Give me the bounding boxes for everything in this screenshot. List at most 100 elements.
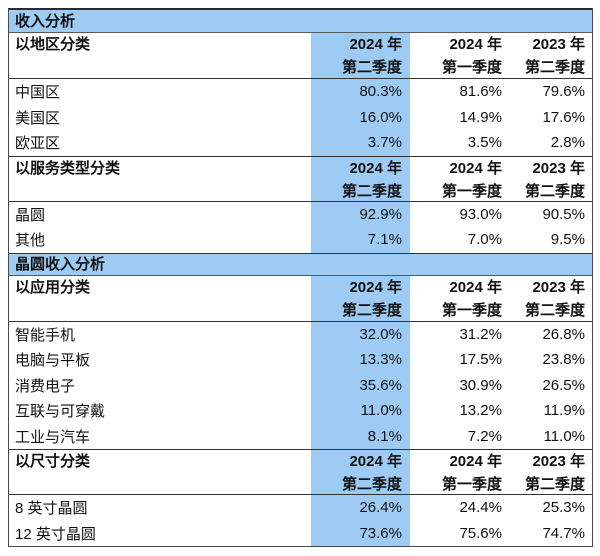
quarter-name-label: 第二季度 xyxy=(341,182,402,200)
quarter-year-label: 2024 年 xyxy=(449,453,502,470)
value-cell: 74.7% xyxy=(542,524,585,542)
quarter-name-label: 第一季度 xyxy=(441,59,502,76)
row-label: 晶圆 xyxy=(15,206,46,224)
quarter-year-label: 2024 年 xyxy=(349,278,402,296)
value-cell: 79.6% xyxy=(542,83,585,101)
table-row: 欧亚区 3.7% 3.5% 2.8% xyxy=(9,130,592,156)
value-cell: 3.5% xyxy=(467,134,502,152)
quarter-header-cell: 2023 年第二季度 xyxy=(510,276,592,321)
table-row: 12 英寸晶圆 73.6% 75.6% 74.7% xyxy=(9,520,592,546)
quarter-year-label: 2024 年 xyxy=(449,159,502,177)
value-cell: 92.9% xyxy=(311,201,410,227)
table-row: 8 英寸晶圆 26.4% 24.4% 25.3% xyxy=(9,495,592,521)
value-cell: 23.8% xyxy=(542,351,585,369)
column-header-row: 以地区分类 2024 年第二季度 2024 年第一季度 2023 年第二季度 xyxy=(9,33,592,79)
row-label: 智能手机 xyxy=(15,326,76,344)
value-cell: 75.6% xyxy=(459,524,502,542)
quarter-name-label: 第二季度 xyxy=(524,182,585,200)
quarter-header-cell: 2024 年第二季度 xyxy=(311,450,410,494)
value-cell: 9.5% xyxy=(550,231,585,249)
row-label: 中国区 xyxy=(15,84,61,102)
value-cell: 17.5% xyxy=(459,351,502,369)
value-cell: 13.2% xyxy=(459,402,502,420)
table-row: 互联与可穿戴 11.0% 13.2% 11.9% xyxy=(9,398,592,424)
value-cell: 30.9% xyxy=(459,376,502,394)
row-label: 8 英寸晶圆 xyxy=(15,500,88,518)
value-cell: 26.8% xyxy=(542,325,585,343)
value-cell: 7.0% xyxy=(467,231,502,249)
row-label: 12 英寸晶圆 xyxy=(15,525,96,543)
row-label: 工业与汽车 xyxy=(15,428,91,446)
row-label: 电脑与平板 xyxy=(15,352,91,370)
value-cell: 31.2% xyxy=(459,325,502,343)
quarter-year-label: 2024 年 xyxy=(449,278,502,296)
column-header-row: 以尺寸分类 2024 年第二季度 2024 年第一季度 2023 年第二季度 xyxy=(9,449,592,495)
value-cell: 26.4% xyxy=(311,495,410,521)
value-cell: 81.6% xyxy=(459,83,502,101)
quarter-header-cell: 2023 年第二季度 xyxy=(510,157,592,201)
group-label: 以尺寸分类 xyxy=(15,453,91,470)
quarter-header-cell: 2023 年第二季度 xyxy=(510,33,592,78)
quarter-name-label: 第二季度 xyxy=(341,476,402,493)
value-cell: 16.0% xyxy=(311,104,410,130)
value-cell: 14.9% xyxy=(459,108,502,126)
table-row: 美国区 16.0% 14.9% 17.6% xyxy=(9,104,592,130)
quarter-name-label: 第二季度 xyxy=(524,301,585,319)
quarter-year-label: 2023 年 xyxy=(532,159,585,177)
row-label: 美国区 xyxy=(15,109,61,127)
quarter-name-label: 第二季度 xyxy=(524,476,585,493)
value-cell: 11.0% xyxy=(543,427,585,445)
group-label: 以地区分类 xyxy=(15,36,91,53)
value-cell: 13.3% xyxy=(311,347,410,373)
quarter-header-cell: 2024 年第一季度 xyxy=(410,157,510,201)
value-cell: 93.0% xyxy=(459,205,502,223)
value-cell: 11.9% xyxy=(543,402,585,420)
table-row: 电脑与平板 13.3% 17.5% 23.8% xyxy=(9,347,592,373)
value-cell: 3.7% xyxy=(311,130,410,156)
quarter-year-label: 2024 年 xyxy=(449,36,502,53)
quarter-header-cell: 2023 年第二季度 xyxy=(510,450,592,494)
quarter-header-cell: 2024 年第二季度 xyxy=(311,33,410,78)
table-row: 其他 7.1% 7.0% 9.5% xyxy=(9,227,592,253)
value-cell: 80.3% xyxy=(311,79,410,105)
section-title: 收入分析 xyxy=(15,12,76,30)
quarter-header-cell: 2024 年第二季度 xyxy=(311,275,410,321)
table-row: 消费电子 35.6% 30.9% 26.5% xyxy=(9,372,592,398)
revenue-analysis-table: 收入分析 以地区分类 2024 年第二季度 2024 年第一季度 2023 年第二季度中… xyxy=(8,8,593,547)
quarter-year-label: 2024 年 xyxy=(349,159,402,177)
quarter-header-cell: 2024 年第一季度 xyxy=(410,450,510,494)
group-label: 以应用分类 xyxy=(15,278,91,296)
value-cell: 24.4% xyxy=(459,499,502,517)
column-header-row: 以服务类型分类 2024 年第二季度 2024 年第一季度 2023 年第二季度 xyxy=(9,155,592,202)
quarter-name-label: 第二季度 xyxy=(341,301,402,319)
value-cell: 2.8% xyxy=(550,134,585,152)
quarter-name-label: 第二季度 xyxy=(341,59,402,76)
row-label: 互联与可穿戴 xyxy=(15,403,106,421)
table-row: 晶圆 92.9% 93.0% 90.5% xyxy=(9,201,592,227)
row-label: 欧亚区 xyxy=(15,135,61,153)
value-cell: 7.1% xyxy=(311,227,410,253)
value-cell: 35.6% xyxy=(311,372,410,398)
row-label: 消费电子 xyxy=(15,377,76,395)
value-cell: 7.2% xyxy=(467,427,502,445)
quarter-name-label: 第二季度 xyxy=(524,59,585,76)
value-cell: 8.1% xyxy=(311,423,410,449)
section-title: 晶圆收入分析 xyxy=(15,255,106,273)
value-cell: 73.6% xyxy=(311,520,410,546)
row-label: 其他 xyxy=(15,232,46,250)
quarter-year-label: 2023 年 xyxy=(532,36,585,53)
quarter-name-label: 第一季度 xyxy=(441,182,502,200)
value-cell: 11.0% xyxy=(311,398,410,424)
column-header-row: 以应用分类 2024 年第二季度 2024 年第一季度 2023 年第二季度 xyxy=(9,275,592,322)
value-cell: 90.5% xyxy=(542,205,585,223)
value-cell: 17.6% xyxy=(542,108,585,126)
value-cell: 25.3% xyxy=(542,499,585,517)
quarter-name-label: 第一季度 xyxy=(441,476,502,493)
value-cell: 26.5% xyxy=(542,376,585,394)
quarter-year-label: 2024 年 xyxy=(349,453,402,470)
quarter-header-cell: 2024 年第二季度 xyxy=(311,156,410,201)
quarter-year-label: 2024 年 xyxy=(349,36,402,53)
quarter-name-label: 第一季度 xyxy=(441,301,502,319)
quarter-year-label: 2023 年 xyxy=(532,278,585,296)
quarter-header-cell: 2024 年第一季度 xyxy=(410,33,510,78)
